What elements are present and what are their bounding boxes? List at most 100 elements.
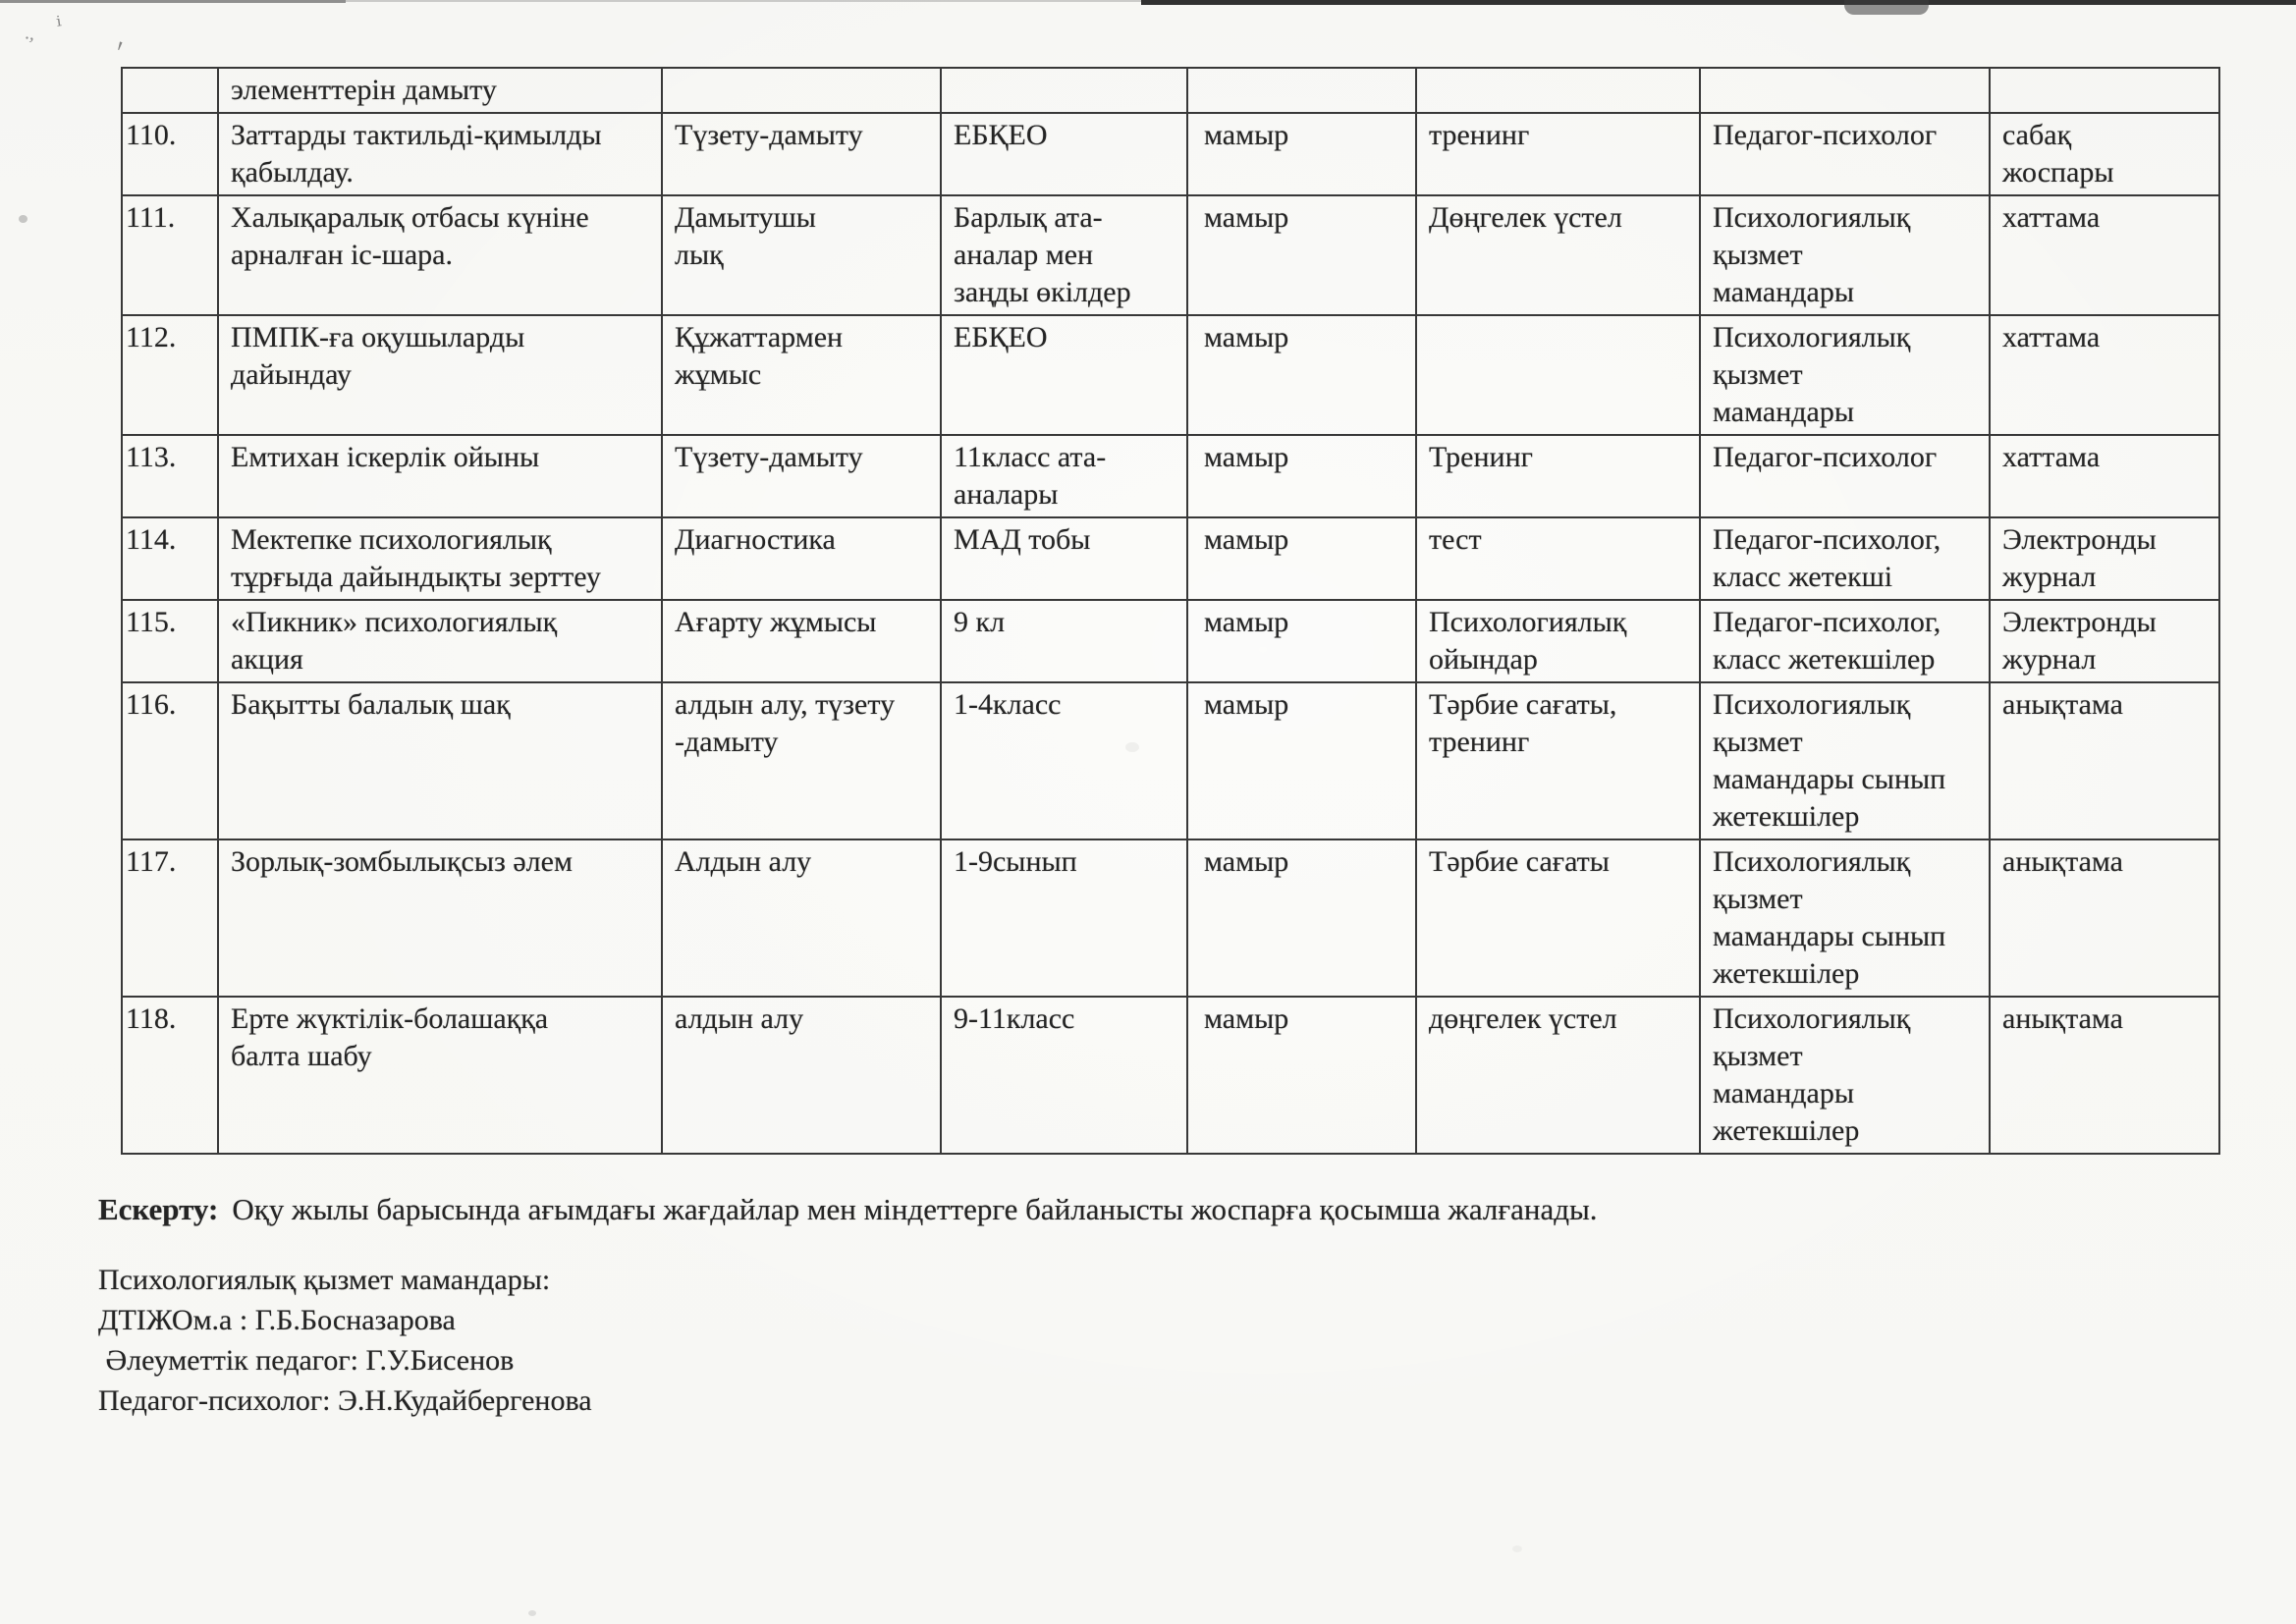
cell-responsible (1699, 67, 1991, 114)
cell-audience: 9-11класс (940, 996, 1188, 1155)
cell-activity: Зорлық-зомбылықсыз әлем (217, 839, 663, 998)
cell-form (1415, 314, 1701, 436)
cell-activity: Емтихан іскерлік ойыны (217, 434, 663, 518)
cell-output: сабақ жоспары (1989, 112, 2220, 196)
cell-month: мамыр (1186, 112, 1417, 196)
cell-form: тест (1415, 516, 1701, 601)
cell-form (1415, 67, 1701, 114)
cell-direction: Дамытушы лық (661, 194, 942, 316)
cell-audience: 1-4класс (940, 681, 1188, 840)
table-row-113: 113. Емтихан іскерлік ойыны Түзету-дамыт… (121, 434, 2220, 518)
cell-number: 111. (121, 194, 219, 316)
table-row-112: 112. ПМПК-ға оқушыларды дайындау Құжатта… (121, 314, 2220, 436)
note: Ескерту: Оқу жылы барысында ағымдағы жағд… (98, 1190, 1964, 1229)
cell-activity: Халықаралық отбасы күніне арналған іс-ша… (217, 194, 663, 316)
pencil-mark: ⁱ (54, 11, 65, 41)
cell-number: 113. (121, 434, 219, 518)
cell-output (1989, 67, 2220, 114)
cell-form: Тренинг (1415, 434, 1701, 518)
cell-audience (940, 67, 1188, 114)
cell-activity: «Пикник» психологиялық акция (217, 599, 663, 683)
scan-speck (528, 1610, 536, 1616)
cell-month: мамыр (1186, 434, 1417, 518)
cell-output: Электронды журнал (1989, 516, 2220, 601)
cell-audience: МАД тобы (940, 516, 1188, 601)
cell-form: Тәрбие сағаты, тренинг (1415, 681, 1701, 840)
signature-line: Педагог-психолог: Э.Н.Кудайбергенова (98, 1384, 592, 1417)
signature-line: Психологиялық қызмет мамандары: (98, 1264, 551, 1296)
cell-direction: Алдын алу (661, 839, 942, 998)
cell-responsible: Педагог-психолог (1699, 112, 1991, 196)
table-row-117: 117. Зорлық-зомбылықсыз әлем Алдын алу 1… (121, 839, 2220, 998)
signature-block: Психологиялық қызмет мамандары: ДТІЖОм.а… (98, 1260, 592, 1421)
cell-direction: алдын алу (661, 996, 942, 1155)
cell-month: мамыр (1186, 599, 1417, 683)
table-row-114: 114. Мектепке психологиялық тұрғыда дайы… (121, 516, 2220, 601)
cell-activity: Заттарды тактильді-қимылды қабылдау. (217, 112, 663, 196)
table-row-116: 116. Бақытты балалық шақ алдын алу, түзе… (121, 681, 2220, 840)
table-row-111: 111. Халықаралық отбасы күніне арналған … (121, 194, 2220, 316)
cell-responsible: Психологиялық қызмет мамандары (1699, 314, 1991, 436)
cell-month: мамыр (1186, 681, 1417, 840)
scan-edge-strip-right (1141, 0, 2296, 5)
scan-speck (1512, 1545, 1522, 1552)
cell-form: дөңгелек үстел (1415, 996, 1701, 1155)
cell-output: Электронды журнал (1989, 599, 2220, 683)
cell-number: 110. (121, 112, 219, 196)
cell-output: анықтама (1989, 996, 2220, 1155)
table-row-115: 115. «Пикник» психологиялық акция Ағарту… (121, 599, 2220, 683)
cell-number: 115. (121, 599, 219, 683)
cell-activity: Мектепке психологиялық тұрғыда дайындықт… (217, 516, 663, 601)
table-row-118: 118. Ерте жүктілік-болашаққа балта шабу … (121, 996, 2220, 1155)
cell-responsible: Педагог-психолог (1699, 434, 1991, 518)
cell-month: мамыр (1186, 194, 1417, 316)
cell-form: Тәрбие сағаты (1415, 839, 1701, 998)
cell-output: хаттама (1989, 434, 2220, 518)
cell-month (1186, 67, 1417, 114)
signature-line: ДТІЖОм.а : Г.Б.Босназарова (98, 1304, 456, 1336)
cell-number (121, 67, 219, 114)
cell-form: тренинг (1415, 112, 1701, 196)
cell-audience: 1-9сынып (940, 839, 1188, 998)
note-text: Оқу жылы барысында ағымдағы жағдайлар ме… (232, 1192, 1598, 1226)
table-row-continuation: элементтерін дамыту (121, 67, 2220, 114)
scan-smudge (1844, 0, 1929, 15)
cell-output: анықтама (1989, 681, 2220, 840)
cell-audience: 9 кл (940, 599, 1188, 683)
cell-direction: Түзету-дамыту (661, 112, 942, 196)
cell-number: 117. (121, 839, 219, 998)
cell-activity: ПМПК-ға оқушыларды дайындау (217, 314, 663, 436)
cell-activity: Бақытты балалық шақ (217, 681, 663, 840)
pencil-mark: ꞌ (111, 35, 126, 66)
cell-number: 116. (121, 681, 219, 840)
cell-responsible: Психологиялық қызмет мамандары сынып жет… (1699, 839, 1991, 998)
cell-direction: Ағарту жұмысы (661, 599, 942, 683)
cell-responsible: Психологиялық қызмет мамандары сынып жет… (1699, 681, 1991, 840)
cell-output: хаттама (1989, 194, 2220, 316)
cell-month: мамыр (1186, 996, 1417, 1155)
cell-audience: ЕБҚЕО (940, 314, 1188, 436)
cell-number: 112. (121, 314, 219, 436)
work-plan-table: элементтерін дамыту 110. Заттарды тактил… (121, 67, 2220, 1155)
scan-edge-strip-left (0, 0, 346, 3)
cell-form: Психологиялық ойындар (1415, 599, 1701, 683)
cell-activity: элементтерін дамыту (217, 67, 663, 114)
scan-edge-strip-mid (346, 0, 1141, 2)
cell-direction: Диагностика (661, 516, 942, 601)
cell-direction: алдын алу, түзету -дамыту (661, 681, 942, 840)
cell-audience: ЕБҚЕО (940, 112, 1188, 196)
pencil-mark: ., (23, 22, 38, 45)
cell-direction: Құжаттармен жұмыс (661, 314, 942, 436)
cell-number: 118. (121, 996, 219, 1155)
cell-month: мамыр (1186, 314, 1417, 436)
cell-audience: 11класс ата- аналары (940, 434, 1188, 518)
cell-month: мамыр (1186, 839, 1417, 998)
table-row-110: 110. Заттарды тактильді-қимылды қабылдау… (121, 112, 2220, 196)
cell-output: анықтама (1989, 839, 2220, 998)
cell-responsible: Педагог-психолог, класс жетекшілер (1699, 599, 1991, 683)
scan-speck (19, 215, 27, 223)
cell-form: Дөңгелек үстел (1415, 194, 1701, 316)
cell-direction (661, 67, 942, 114)
note-label: Ескерту: (98, 1192, 219, 1226)
